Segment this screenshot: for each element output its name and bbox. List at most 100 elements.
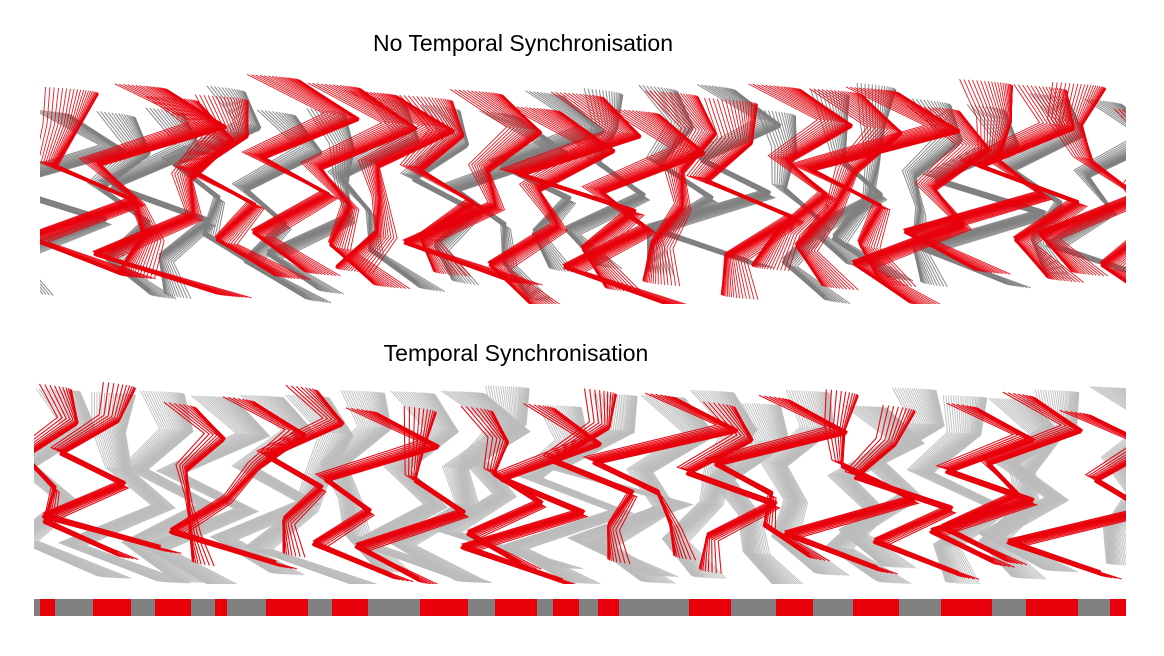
pose-frame: [1112, 257, 1126, 277]
reference-sweep: [959, 84, 1088, 283]
pose-frame: [471, 410, 601, 584]
pose-frame: [41, 384, 160, 550]
query-sweep: [121, 390, 221, 584]
reference-sweep: [676, 401, 781, 574]
sync-segment-query: [368, 599, 420, 616]
pose-frame: [40, 117, 125, 296]
query-sweep: [231, 109, 332, 304]
pose-frame: [706, 105, 805, 300]
pose-frame: [420, 102, 484, 277]
pose-frame: [34, 388, 99, 577]
pose-frame: [1122, 457, 1126, 546]
pose-frame: [658, 93, 719, 276]
reference-sweep: [642, 90, 717, 287]
query-sweep: [141, 395, 271, 584]
pose-frame: [1060, 106, 1126, 271]
pose-frame: [1116, 456, 1126, 566]
pose-frame: [1091, 386, 1126, 564]
sync-segment-reference: [553, 599, 579, 616]
pose-frame: [643, 90, 687, 279]
reference-sweep: [1037, 81, 1126, 277]
pose-frame: [1089, 386, 1126, 564]
pose-frame: [1097, 386, 1126, 564]
pose-frame: [816, 95, 903, 291]
pose-frame: [46, 94, 156, 280]
sync-segment-reference: [1110, 599, 1126, 616]
synchronisation-alignment-bar: [34, 599, 1126, 616]
pose-frame: [41, 385, 161, 550]
sync-segment-query: [899, 599, 941, 616]
sync-segment-reference: [420, 599, 468, 616]
sync-segment-reference: [598, 599, 619, 616]
pose-frame: [336, 90, 425, 267]
pose-frame: [424, 96, 543, 286]
panel-title-sync: Temporal Synchronisation: [383, 340, 649, 366]
pose-frame: [34, 388, 98, 577]
sync-segment-query: [34, 599, 40, 616]
pose-frame: [1114, 455, 1126, 566]
pose-frame: [170, 397, 295, 563]
pose-frame: [1104, 250, 1126, 281]
sync-segment-query: [537, 599, 553, 616]
sync-segment-query: [579, 599, 598, 616]
sync-segment-query: [308, 599, 332, 616]
pose-frame: [366, 413, 470, 584]
pose-frame: [335, 89, 421, 266]
pose-frame: [1006, 412, 1126, 575]
pose-frame: [193, 102, 311, 281]
pose-frame: [1094, 386, 1126, 564]
pose-frame: [170, 396, 291, 563]
pose-frame: [910, 395, 992, 582]
sync-segment-reference: [853, 599, 899, 616]
pose-frame: [948, 398, 1082, 565]
pose-frame: [660, 92, 781, 269]
sync-segment-reference: [40, 599, 55, 616]
pose-frame: [53, 389, 182, 554]
reference-sweep: [401, 88, 543, 286]
pose-frame: [76, 394, 182, 584]
pose-frame: [686, 409, 781, 574]
pose-frame: [862, 390, 945, 569]
reference-sweep: [844, 404, 980, 580]
reference-sweep: [794, 88, 903, 291]
pose-frame: [908, 395, 991, 582]
pose-frame: [1117, 456, 1126, 566]
pose-frame: [168, 398, 271, 584]
pose-frame: [1059, 89, 1126, 277]
pose-frame: [932, 397, 1013, 584]
pose-frame: [1111, 387, 1126, 565]
sync-segment-query: [227, 599, 266, 616]
pose-frame: [1113, 388, 1126, 566]
pose-frame: [1118, 456, 1126, 562]
sync-segment-reference: [1026, 599, 1078, 616]
pose-frame: [906, 394, 989, 582]
pose-frame: [1017, 417, 1126, 580]
pose-frame: [912, 395, 993, 583]
query-sweep: [837, 387, 945, 569]
pose-frame: [34, 389, 101, 577]
pose-frame: [1112, 387, 1126, 566]
pose-frame: [980, 91, 1088, 283]
sync-segment-reference: [155, 599, 191, 616]
sync-segment-reference: [495, 599, 537, 616]
pose-frame: [748, 83, 820, 264]
pose-frame: [1110, 387, 1126, 565]
reference-sweep: [940, 391, 1084, 566]
sync-segment-query: [813, 599, 853, 616]
reference-sweep: [91, 95, 252, 299]
synchronised-trajectory-plot: [34, 381, 1126, 584]
reference-sweep: [1099, 108, 1126, 284]
pose-frame: [82, 394, 189, 584]
pose-frame: [34, 388, 99, 577]
pose-frame: [1115, 455, 1126, 566]
reference-sweep: [851, 105, 991, 304]
reference-sweep: [241, 73, 360, 277]
reference-sweep: [541, 388, 638, 565]
reference-sweep: [256, 384, 345, 558]
pose-frame: [952, 399, 1082, 566]
reference-sweep: [748, 83, 853, 272]
pose-frame: [262, 81, 360, 277]
pose-frame: [940, 410, 1039, 568]
pose-frame: [1099, 386, 1126, 564]
reference-sweep: [686, 97, 805, 300]
